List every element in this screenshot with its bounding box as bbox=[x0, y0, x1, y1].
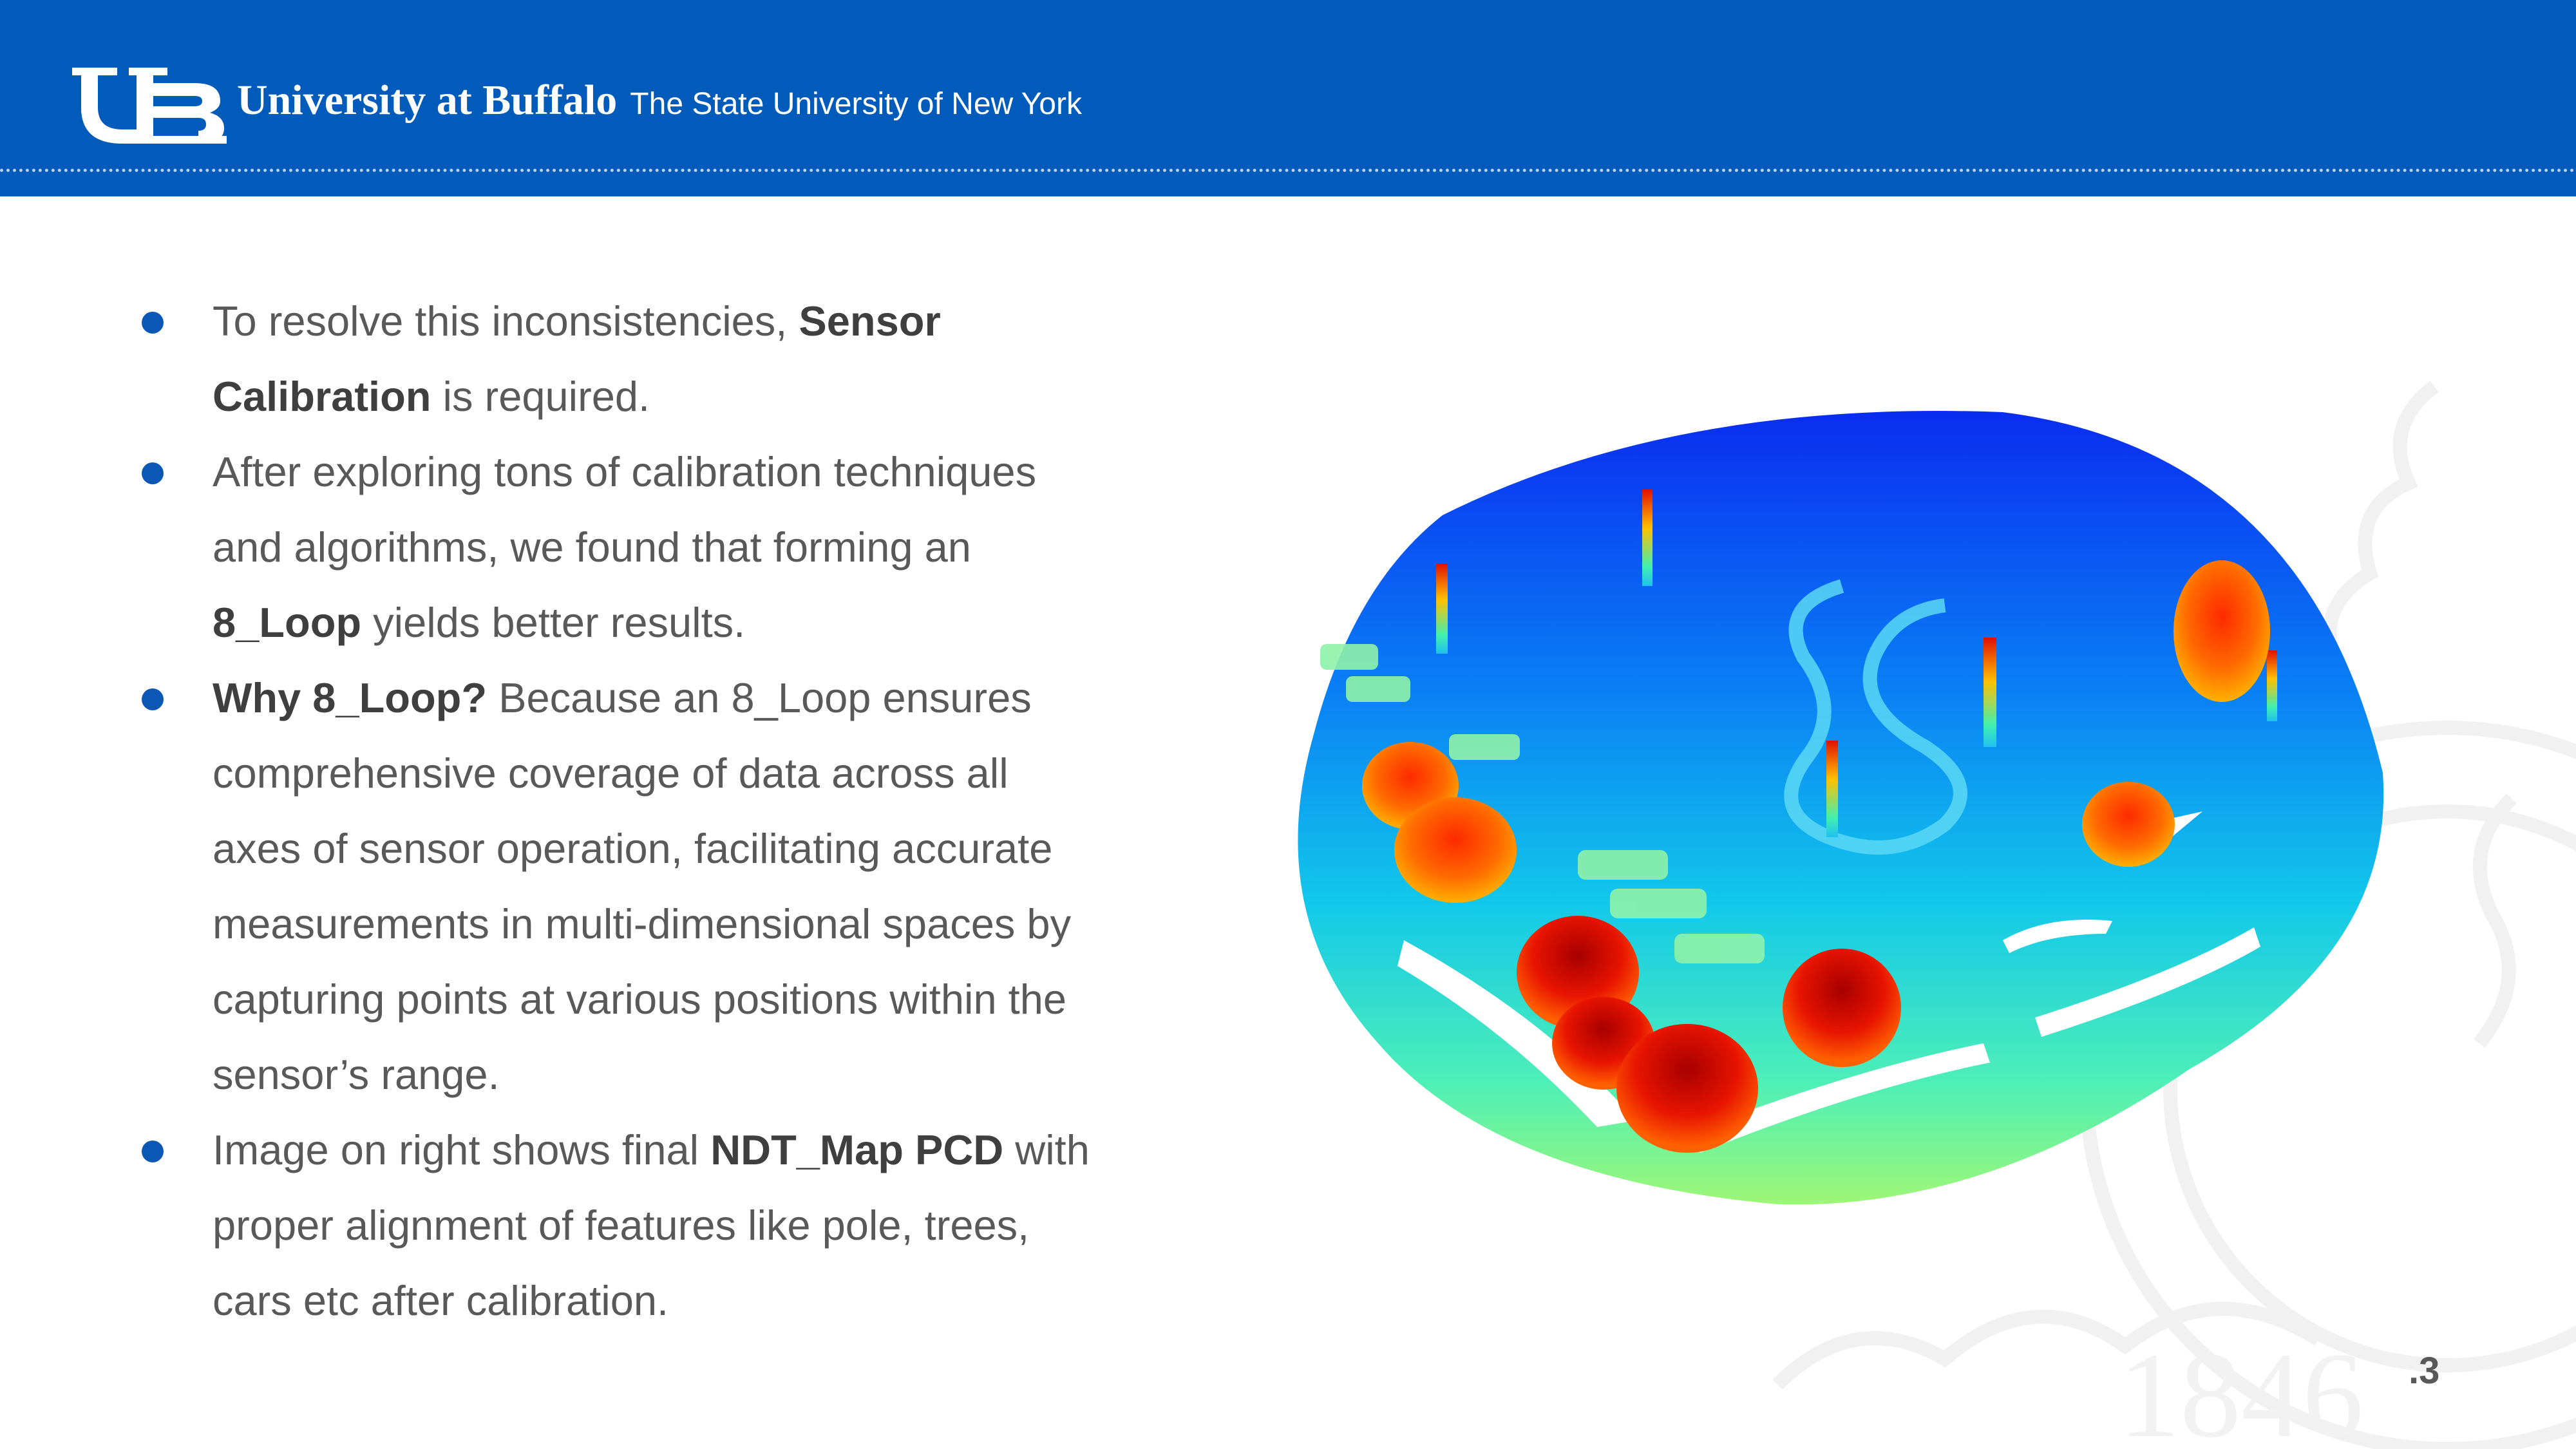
ndt-map-point-cloud-image bbox=[1298, 411, 2384, 1205]
bullet-item: Why 8_Loop? Because an 8_Loop ensures co… bbox=[135, 660, 1101, 1112]
page-number: .3 bbox=[2409, 1350, 2440, 1392]
svg-text:1846: 1846 bbox=[2119, 1328, 2363, 1449]
bullet-dot bbox=[142, 462, 164, 484]
bold-term: 8_Loop bbox=[213, 599, 362, 646]
bullet-dot bbox=[142, 1141, 164, 1162]
text-run: Because an 8_Loop ensures comprehensive … bbox=[213, 674, 1072, 1098]
header-bar: University at Buffalo The State Universi… bbox=[0, 0, 2576, 196]
bullet-list: To resolve this inconsistencies, Sensor … bbox=[135, 283, 1101, 1338]
university-subtitle: The State University of New York bbox=[630, 87, 1082, 121]
header-dotted-divider bbox=[0, 169, 2576, 172]
bullet-dot bbox=[142, 312, 164, 334]
bullet-dot bbox=[142, 688, 164, 710]
bullet-item: To resolve this inconsistencies, Sensor … bbox=[135, 283, 1101, 434]
bullet-item: After exploring tons of calibration tech… bbox=[135, 434, 1101, 660]
bold-term: NDT_Map PCD bbox=[710, 1126, 1004, 1173]
bullet-text: After exploring tons of calibration tech… bbox=[213, 448, 1036, 646]
text-run: After exploring tons of calibration tech… bbox=[213, 448, 1037, 571]
ub-monogram-logo bbox=[72, 68, 227, 144]
bullet-text: Why 8_Loop? Because an 8_Loop ensures co… bbox=[213, 674, 1071, 1098]
bullet-text: Image on right shows final NDT_Map PCD w… bbox=[213, 1126, 1090, 1324]
text-run: Image on right shows final bbox=[213, 1126, 711, 1173]
bold-term: Why 8_Loop? bbox=[213, 674, 488, 721]
text-run: is required. bbox=[431, 373, 650, 420]
text-run: with proper alignment of features like p… bbox=[213, 1126, 1090, 1324]
university-name: University at Buffalo bbox=[237, 77, 618, 124]
brand-wordmark: University at Buffalo The State Universi… bbox=[237, 76, 1082, 140]
bullet-item: Image on right shows final NDT_Map PCD w… bbox=[135, 1112, 1101, 1338]
bold-term: Sensor Calibration bbox=[213, 298, 941, 420]
bullet-text: To resolve this inconsistencies, Sensor … bbox=[213, 298, 941, 420]
text-run: yields better results. bbox=[361, 599, 746, 646]
text-run: To resolve this inconsistencies, bbox=[213, 298, 799, 345]
